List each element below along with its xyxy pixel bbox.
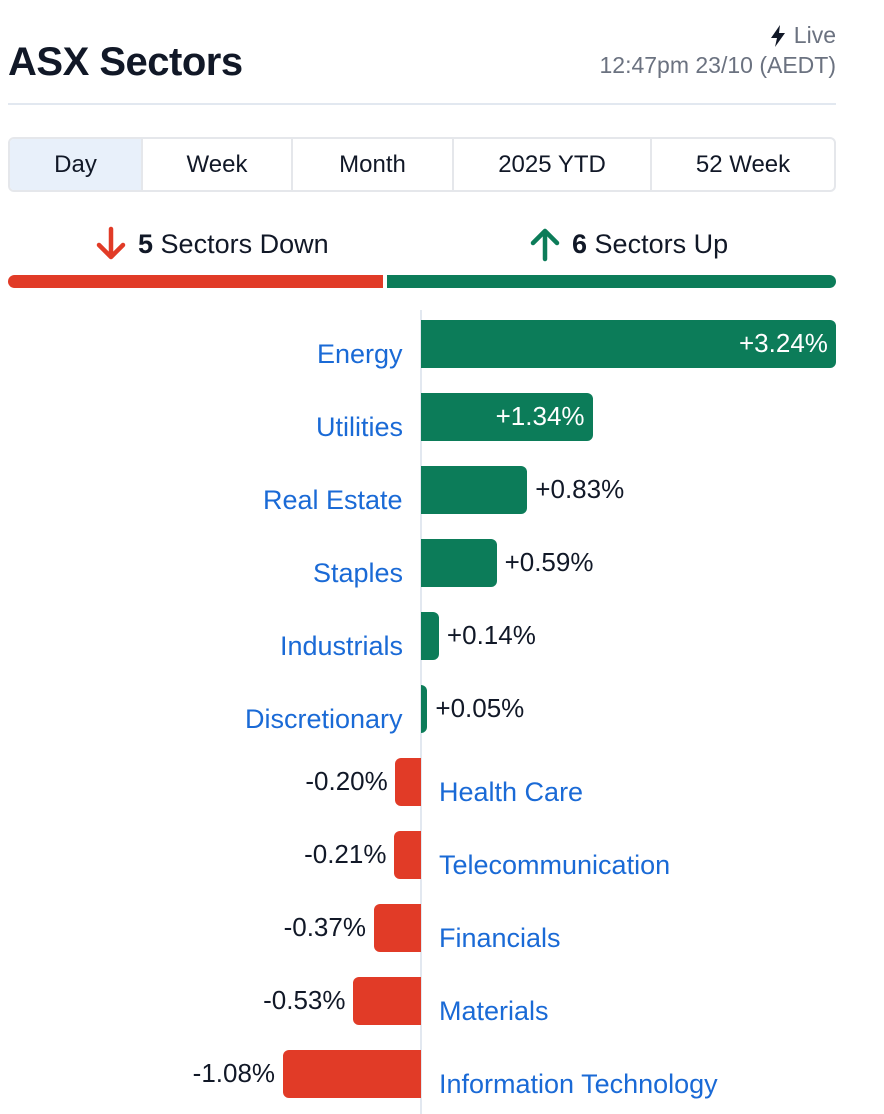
- value-label-industrials: +0.14%: [446, 620, 536, 650]
- sector-link-energy[interactable]: Energy: [317, 339, 403, 369]
- sector-link-discretionary[interactable]: Discretionary: [245, 704, 403, 734]
- sector-link-telecommunication[interactable]: Telecommunication: [439, 850, 671, 880]
- sector-link-utilities[interactable]: Utilities: [316, 412, 404, 442]
- breadth-bar-up: [387, 275, 836, 288]
- bar-information-technology: [282, 1050, 421, 1098]
- tab-52-week[interactable]: 52 Week: [695, 150, 791, 178]
- tab-month[interactable]: Month: [293, 139, 454, 190]
- arrow-up-icon: [530, 228, 560, 262]
- sector-link-real-estate[interactable]: Real Estate: [263, 485, 403, 515]
- sectors-up-count: 6: [572, 228, 588, 259]
- sector-link-staples[interactable]: Staples: [313, 558, 404, 588]
- bar-energy: [421, 320, 836, 368]
- tab-2025-ytd[interactable]: 2025 YTD: [454, 139, 652, 190]
- bar-discretionary: [421, 685, 428, 733]
- header-divider: [8, 103, 836, 105]
- live-label: Live: [793, 22, 836, 48]
- value-label-telecommunication: -0.21%: [304, 839, 387, 869]
- timestamp: 12:47pm 23/10 (AEDT): [599, 52, 836, 78]
- bar-staples: [421, 539, 497, 587]
- value-label-real-estate: +0.83%: [535, 474, 625, 504]
- sectors-up-summary: 6 Sectors Up: [528, 224, 728, 264]
- sector-link-information-technology[interactable]: Information Technology: [439, 1069, 718, 1099]
- sector-link-materials[interactable]: Materials: [439, 996, 549, 1026]
- sector-link-industrials[interactable]: Industrials: [280, 631, 404, 661]
- period-tabs: Day Week Month 2025 YTD 52 Week: [8, 137, 836, 192]
- tab-week[interactable]: Week: [143, 139, 293, 190]
- bar-materials: [353, 977, 421, 1025]
- arrow-down-icon: [96, 226, 126, 260]
- value-label-energy: +3.24%: [739, 328, 828, 358]
- value-label-staples: +0.59%: [504, 547, 594, 577]
- bar-industrials: [421, 612, 439, 660]
- breadth-bar-down: [8, 275, 383, 288]
- sectors-down-text: Sectors Down: [160, 228, 329, 259]
- bar-financials: [373, 904, 421, 952]
- value-label-information-technology: -1.08%: [192, 1058, 276, 1088]
- bar-utilities: [421, 393, 593, 441]
- lightning-icon: [770, 24, 785, 47]
- value-label-utilities: +1.34%: [495, 401, 585, 431]
- sectors-down-summary: 5 Sectors Down: [94, 224, 329, 264]
- value-label-financials: -0.37%: [283, 912, 366, 942]
- page-title: ASX Sectors: [8, 40, 243, 84]
- sector-link-health-care[interactable]: Health Care: [439, 777, 584, 807]
- live-indicator: Live: [768, 22, 836, 49]
- value-label-health-care: -0.20%: [305, 766, 388, 796]
- bar-health-care: [395, 758, 421, 806]
- value-label-materials: -0.53%: [263, 985, 346, 1015]
- tab-day[interactable]: Day: [10, 139, 143, 190]
- bar-telecommunication: [394, 831, 421, 879]
- sectors-up-text: Sectors Up: [594, 228, 729, 259]
- value-label-discretionary: +0.05%: [435, 693, 525, 723]
- sector-bar-chart: +3.24% Energy +1.34% Utilities +0.83% Real Es…: [0, 310, 884, 1114]
- sectors-down-count: 5: [138, 228, 154, 259]
- bar-real-estate: [421, 466, 528, 514]
- sector-link-financials[interactable]: Financials: [439, 923, 561, 953]
